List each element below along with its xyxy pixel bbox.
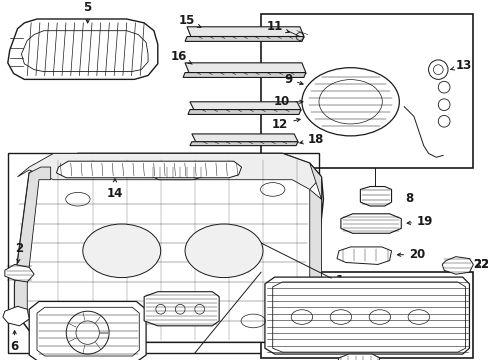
Text: 8: 8 [404,192,412,205]
Polygon shape [441,257,472,274]
Polygon shape [309,163,321,331]
Polygon shape [264,277,468,354]
Text: 22: 22 [472,258,488,271]
Ellipse shape [301,68,399,136]
Polygon shape [8,19,158,80]
Bar [261,272,472,358]
Text: 15: 15 [178,14,201,27]
Ellipse shape [82,224,161,278]
Text: 2: 2 [16,242,23,262]
Bar [261,14,472,168]
Text: 23: 23 [0,359,1,360]
Polygon shape [3,306,29,326]
Ellipse shape [184,224,263,278]
Polygon shape [187,109,300,114]
Polygon shape [186,27,303,36]
Text: 18: 18 [299,133,324,146]
Text: 9: 9 [284,73,303,86]
Polygon shape [340,214,401,233]
Polygon shape [29,301,146,360]
Text: 3: 3 [205,161,220,174]
Text: 19: 19 [406,215,432,228]
Text: 16: 16 [170,50,192,64]
Polygon shape [184,63,305,73]
Polygon shape [184,36,303,41]
Text: 5: 5 [83,1,92,23]
Polygon shape [360,186,391,206]
Polygon shape [144,292,219,326]
Polygon shape [189,142,297,145]
Polygon shape [5,265,34,282]
Text: 14: 14 [106,179,123,199]
Text: 20: 20 [397,248,425,261]
Text: 11: 11 [265,20,288,33]
Text: 7: 7 [0,359,1,360]
Text: 13: 13 [449,59,471,72]
Polygon shape [57,161,241,178]
Polygon shape [15,153,323,342]
Text: 1: 1 [325,274,344,287]
Polygon shape [15,167,51,311]
Text: 22: 22 [472,258,488,271]
Text: 10: 10 [273,95,303,108]
Polygon shape [336,247,391,265]
Polygon shape [18,153,321,189]
Polygon shape [191,134,297,142]
Polygon shape [189,102,300,109]
Text: 17: 17 [303,100,327,113]
Polygon shape [183,73,305,77]
Text: 6: 6 [10,330,19,354]
Text: 4: 4 [123,305,140,318]
Text: 21: 21 [235,231,251,245]
Polygon shape [149,165,204,180]
Bar [8,153,319,353]
Polygon shape [336,354,379,360]
Text: 12: 12 [271,118,300,131]
